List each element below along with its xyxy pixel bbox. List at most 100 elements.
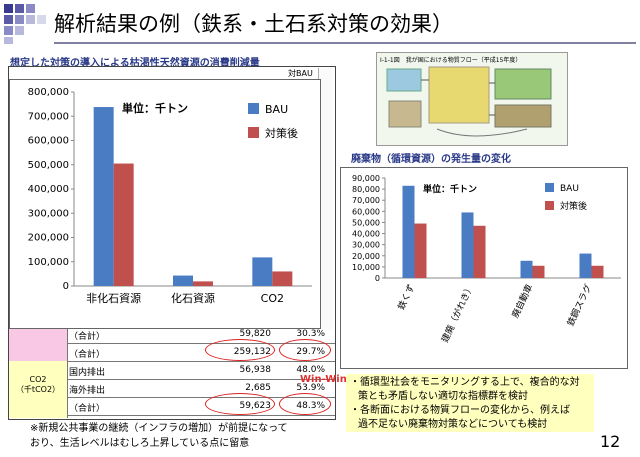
row-divider bbox=[67, 415, 335, 416]
co2-cell: CO2 （千tCO2） bbox=[9, 361, 68, 418]
y-tick-label: 10,000 bbox=[352, 263, 380, 272]
row-label: （合計） bbox=[69, 404, 106, 414]
row-divider bbox=[67, 361, 335, 362]
table-row: 海外排出 2,685 53.9% bbox=[9, 381, 335, 397]
row-divider bbox=[67, 343, 335, 344]
resource-chart-svg: 0 100,000 200,000 300,000 400,000 500,000 600,… bbox=[28, 87, 312, 305]
bar-policy bbox=[113, 163, 134, 286]
bar-policy bbox=[414, 223, 427, 278]
bar-bau bbox=[461, 212, 474, 278]
y-tick-label: 30,000 bbox=[352, 241, 380, 250]
legend-label: 対策後 bbox=[560, 200, 587, 212]
bar-bau bbox=[173, 275, 193, 286]
row-value: 2,685 bbox=[245, 383, 271, 393]
highlight-ellipse bbox=[279, 339, 331, 361]
table-row: 国内排出 56,938 48.0% bbox=[9, 363, 335, 379]
bar-policy bbox=[591, 265, 604, 278]
category-label: 廃自動車 bbox=[509, 282, 535, 320]
legend-swatch bbox=[248, 127, 259, 138]
bar-policy bbox=[473, 225, 486, 278]
y-tick-label: 60,000 bbox=[352, 207, 380, 216]
note-line: 過不足ない廃棄物対策などについても検討 bbox=[358, 419, 548, 430]
resource-chart: 0 100,000 200,000 300,000 400,000 500,000 600,… bbox=[9, 79, 321, 329]
table-row: （合計） 59,820 30.3% bbox=[9, 327, 335, 343]
bar-bau bbox=[252, 257, 273, 286]
row-divider bbox=[67, 397, 335, 398]
note-line: ・循環型社会をモニタリングする上で、複合的な対 bbox=[350, 377, 580, 388]
note-box: ・循環型社会をモニタリングする上で、複合的な対 策とも矛盾しない適切な指標群を検… bbox=[346, 374, 594, 432]
highlight-ellipse bbox=[205, 393, 275, 415]
note-line: 策とも矛盾しない適切な指標群を検討 bbox=[358, 391, 528, 402]
legend-swatch bbox=[248, 103, 259, 114]
legend-label: 対策後 bbox=[265, 126, 298, 140]
footnote: ※新規公共事業の継続（インフラの増加）が前提になって おり、生活レベルはむしろ上… bbox=[30, 421, 288, 451]
bar-policy bbox=[193, 281, 213, 286]
highlight-ellipse bbox=[205, 339, 275, 361]
y-tick-label: 0 bbox=[63, 281, 69, 292]
material-flow-figure: I-1-1図 我が国における物質フロー（平成15年度） bbox=[376, 52, 568, 146]
unit-label: 単位：千トン bbox=[122, 101, 188, 115]
y-tick-label: 50,000 bbox=[352, 218, 380, 227]
y-tick-label: 90,000 bbox=[352, 174, 380, 183]
y-tick-label: 400,000 bbox=[28, 184, 69, 195]
y-tick-label: 800,000 bbox=[28, 87, 69, 98]
highlight-ellipse bbox=[279, 393, 331, 415]
category-label: 鉄鋼スラグ bbox=[564, 282, 594, 328]
row-value: 56,938 bbox=[239, 365, 272, 375]
bar-bau bbox=[520, 260, 533, 278]
waste-chart: 0 10,000 20,000 30,000 40,000 50,000 60,000 70,… bbox=[340, 167, 628, 369]
win-win-label: Win-Win bbox=[300, 374, 347, 385]
footnote-line: おり、生活レベルはむしろ上昇している点に留意 bbox=[30, 438, 250, 449]
y-tick-label: 70,000 bbox=[352, 196, 380, 205]
category-label: 鉄くず bbox=[395, 282, 417, 312]
category-label: 非化石資源 bbox=[86, 291, 141, 305]
row-percent: 53.9% bbox=[296, 383, 325, 393]
row-percent: 30.3% bbox=[296, 329, 325, 339]
category-label: 化石資源 bbox=[171, 291, 215, 305]
left-subtitle: 想定した対策の導入による枯渇性天然資源の消費削減量 bbox=[10, 58, 260, 69]
co2-label: CO2 bbox=[29, 375, 47, 384]
footnote-line: ※新規公共事業の継続（インフラの増加）が前提になって bbox=[30, 423, 288, 434]
note-line: ・各断面における物質フローの変化から、例えば bbox=[350, 405, 570, 416]
waste-chart-svg: 0 10,000 20,000 30,000 40,000 50,000 60,000 70,… bbox=[352, 174, 621, 344]
flow-diagram-illustration bbox=[386, 66, 552, 137]
row-divider bbox=[67, 379, 335, 380]
legend-swatch bbox=[545, 183, 554, 192]
row-value: 59,820 bbox=[239, 329, 272, 339]
flow-caption: I-1-1図 我が国における物質フロー（平成15年度） bbox=[380, 57, 522, 64]
y-tick-label: 700,000 bbox=[28, 111, 69, 122]
y-tick-label: 200,000 bbox=[28, 233, 69, 244]
legend-label: BAU bbox=[265, 103, 288, 116]
bar-bau bbox=[93, 107, 114, 286]
slide-title: 解析結果の例（鉄系・土石系対策の効果） bbox=[54, 12, 453, 36]
y-tick-label: 600,000 bbox=[28, 136, 69, 147]
bar-bau bbox=[402, 185, 415, 278]
legend-label: BAU bbox=[560, 184, 579, 194]
bar-policy bbox=[532, 265, 545, 278]
category-label: CO2 bbox=[261, 292, 284, 305]
bar-bau bbox=[579, 253, 592, 278]
y-tick-label: 20,000 bbox=[352, 252, 380, 261]
table-header-label: 対BAU bbox=[288, 69, 313, 78]
y-tick-label: 0 bbox=[375, 274, 380, 283]
co2-unit: （千tCO2） bbox=[15, 385, 61, 394]
pink-cell bbox=[9, 323, 68, 361]
legend-swatch bbox=[545, 201, 554, 210]
row-label: （合計） bbox=[69, 332, 106, 342]
row-label: （合計） bbox=[69, 350, 106, 360]
row-label: 国内排出 bbox=[69, 368, 106, 378]
bar-policy bbox=[272, 271, 293, 286]
category-label: 建廃（がれき） bbox=[439, 282, 477, 344]
page-number: 12 bbox=[600, 432, 621, 451]
title-decoration bbox=[4, 4, 46, 44]
row-percent: 48.0% bbox=[296, 365, 325, 375]
right-subtitle: 廃棄物（循環資源）の発生量の変化 bbox=[351, 154, 511, 165]
title-divider bbox=[54, 42, 636, 44]
y-tick-label: 40,000 bbox=[352, 230, 380, 239]
unit-label: 単位：千トン bbox=[423, 183, 477, 195]
y-tick-label: 300,000 bbox=[28, 208, 69, 219]
y-tick-label: 100,000 bbox=[28, 257, 69, 268]
y-tick-label: 80,000 bbox=[352, 185, 380, 194]
y-tick-label: 500,000 bbox=[28, 160, 69, 171]
row-label: 海外排出 bbox=[69, 386, 106, 396]
